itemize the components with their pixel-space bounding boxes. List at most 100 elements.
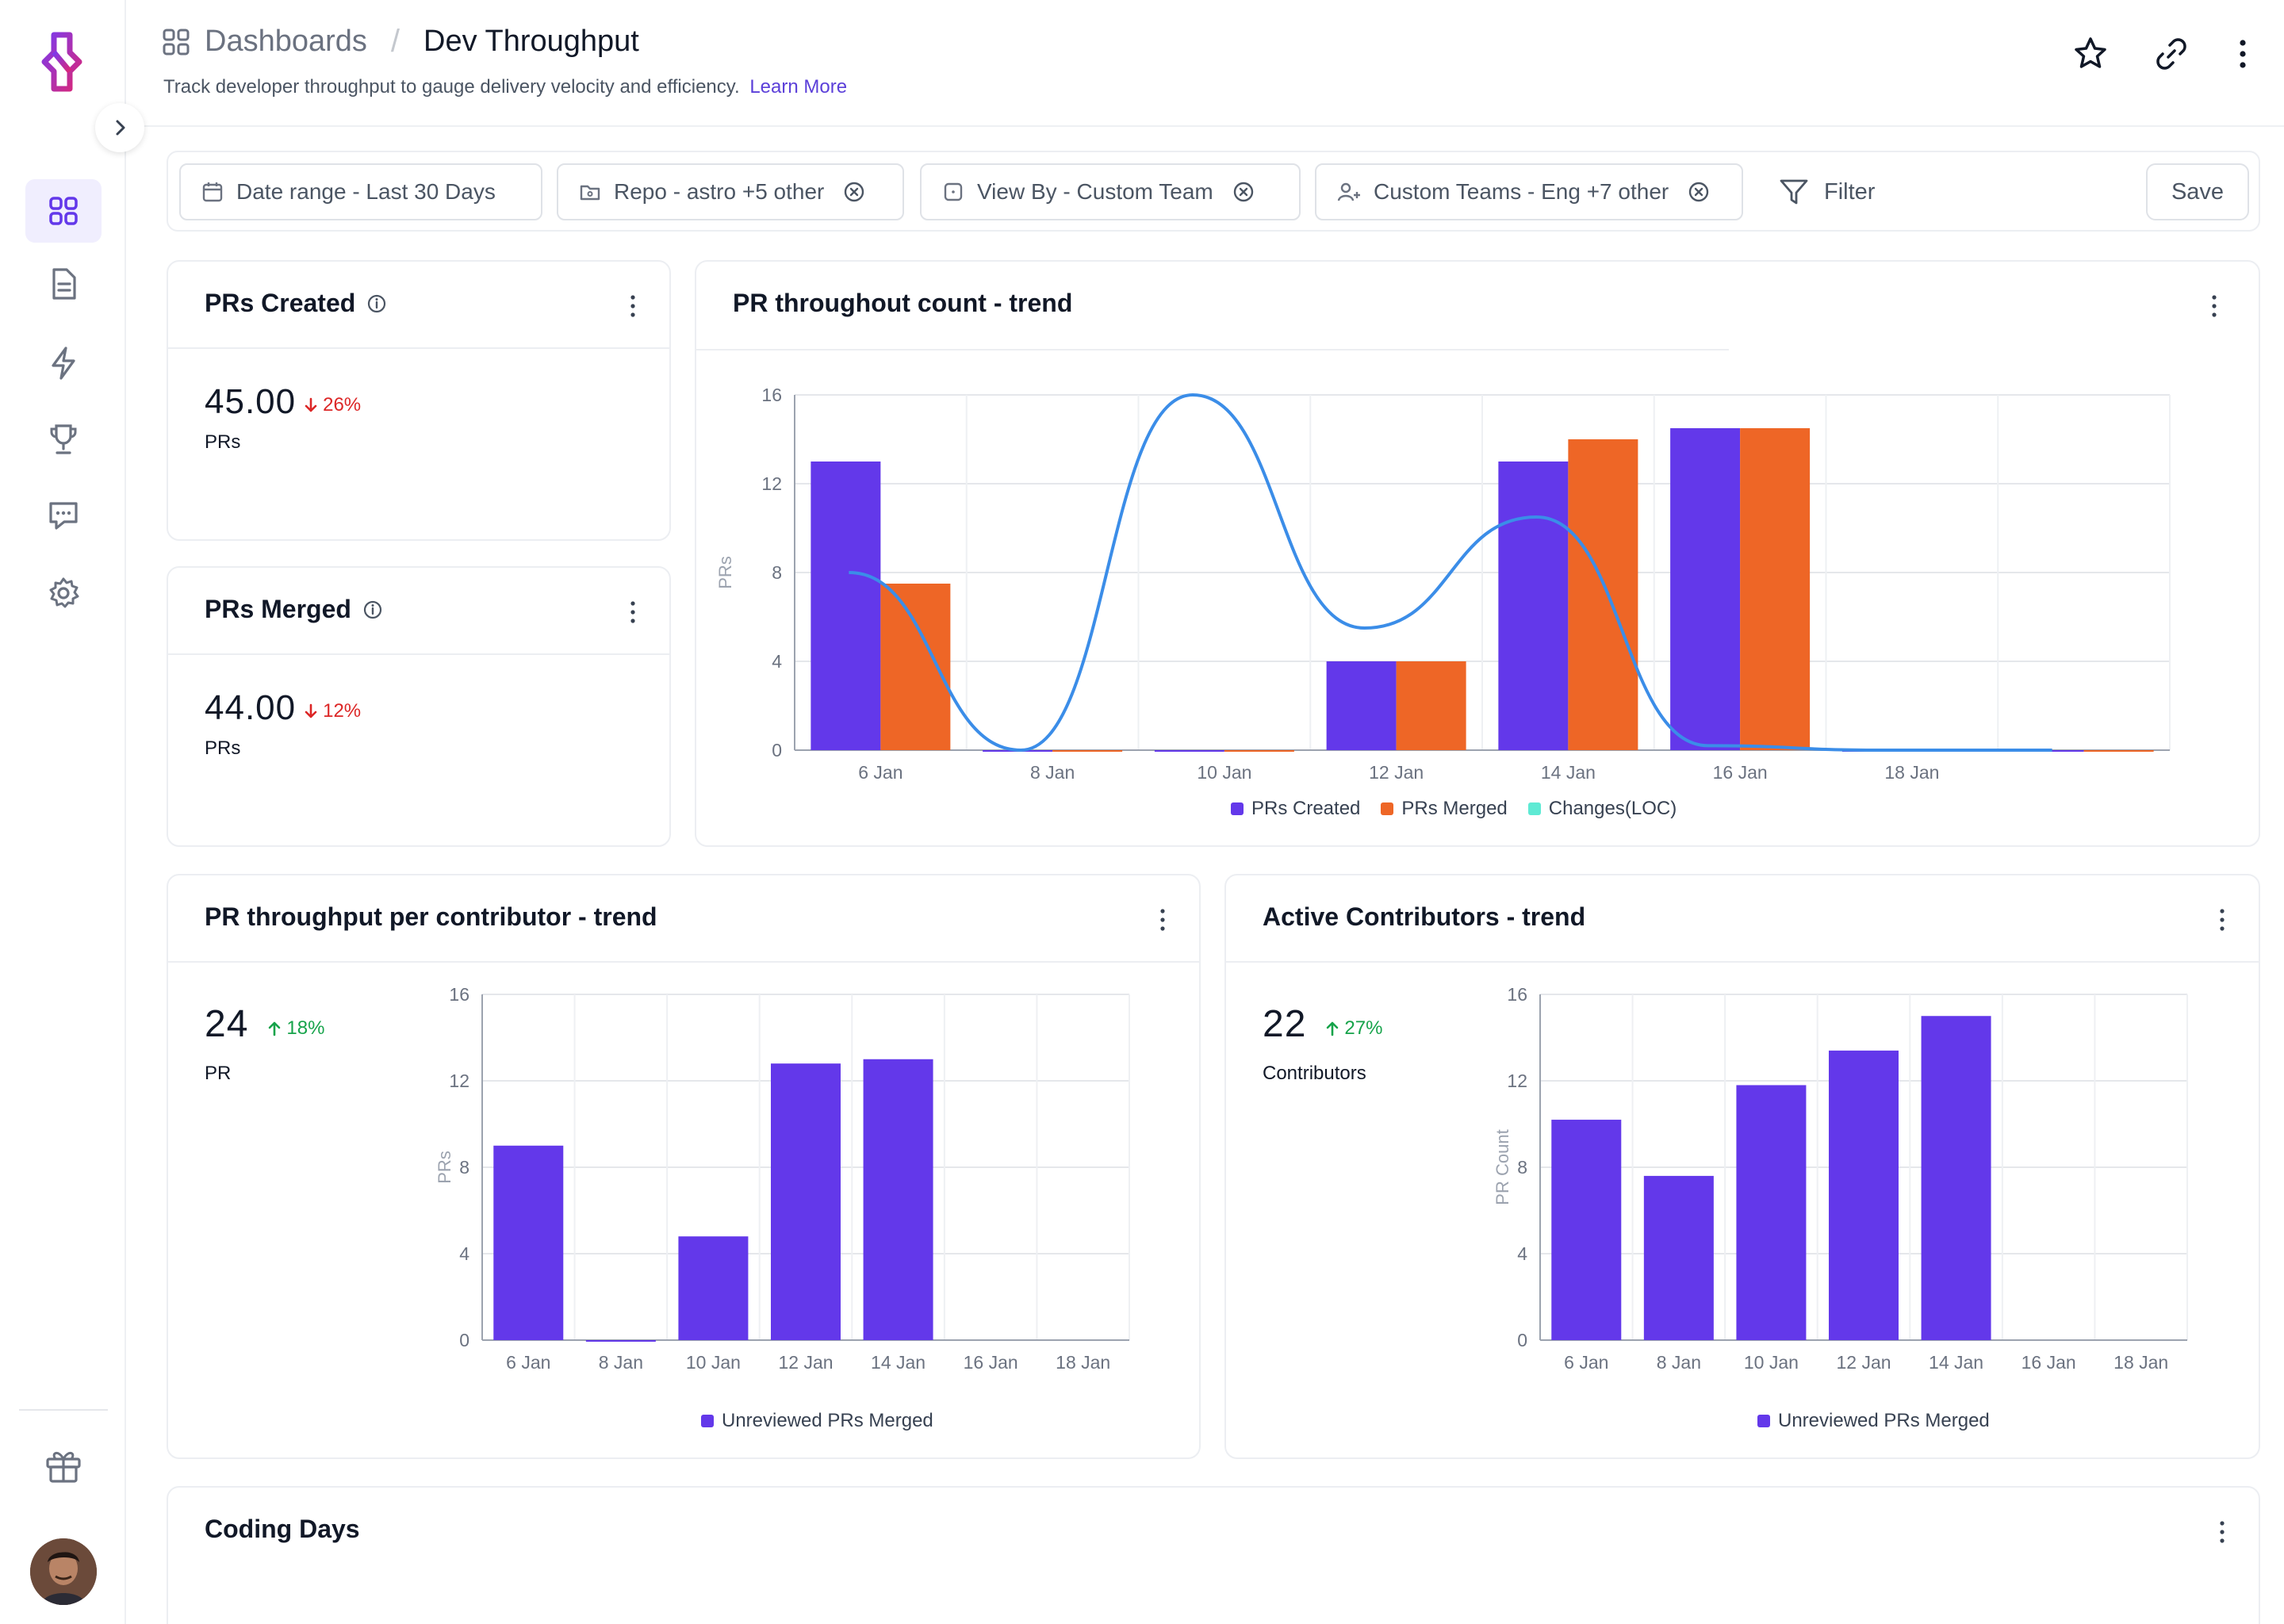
prs-created-unit: PRs [205,431,241,453]
x-tick-label: 8 Jan [599,1352,643,1373]
dashboard-grid-icon [163,29,190,55]
filter-button[interactable]: Filter [1778,163,1875,220]
filter-label: Filter [1824,178,1876,205]
x-tick-label: 18 Jan [1884,762,1939,783]
pr-throughput-trend-card: PR throughout count - trend 0 4 8 12 16 PRs 6 … [695,260,2260,847]
card-title: PRs Created [205,289,387,318]
filter-bar: Date range - Last 30 Days Repo - astro +… [167,151,2260,232]
bar [880,584,951,750]
legend-label: Unreviewed PRs Merged [1778,1410,1990,1431]
date-range-label: Date range - Last 30 Days [236,179,496,204]
prs-merged-value: 44.00 [205,688,297,727]
x-tick-label: 18 Jan [1056,1352,1110,1373]
bar [1396,661,1466,750]
card-menu-icon[interactable] [2217,1519,2227,1545]
y-axis-label: PR Count [1493,1129,1512,1205]
x-tick-label: 6 Jan [1564,1352,1608,1373]
bar [678,1236,749,1340]
clear-icon[interactable] [843,181,865,203]
date-range-chip[interactable]: Date range - Last 30 Days [179,163,542,220]
funnel-icon [1780,179,1808,205]
card-menu-icon[interactable] [628,293,638,319]
card-menu-icon[interactable] [2209,293,2219,319]
save-button[interactable]: Save [2146,163,2249,220]
calendar-icon [202,182,223,202]
bar [771,1063,841,1340]
card-header: Active Contributors - trend [1226,875,2259,963]
bar [1568,439,1638,750]
repo-label: Repo - astro +5 other [614,179,825,204]
per-contributor-delta-value: 18% [286,1017,325,1039]
sidebar-item-settings[interactable] [25,561,102,625]
y-tick-label: 12 [449,1071,469,1091]
legend-label: Unreviewed PRs Merged [722,1410,933,1431]
custom-teams-chip[interactable]: Custom Teams - Eng +7 other [1315,163,1743,220]
sidebar-item-reports[interactable] [25,252,102,316]
sidebar-expand-button[interactable] [95,103,144,152]
info-icon[interactable] [362,599,383,620]
card-header: PRs Merged [168,568,669,655]
series-line [849,393,2052,753]
legend-prs-merged[interactable]: PRs Merged [1381,798,1508,820]
card-menu-icon[interactable] [1158,907,1167,933]
card-menu-icon[interactable] [2217,907,2227,933]
prs-created-card: PRs Created 45.00 26% PRs [167,260,671,541]
gift-icon [46,1452,81,1483]
y-tick-label: 0 [772,740,782,760]
view-by-chip[interactable]: View By - Custom Team [920,163,1301,220]
y-tick-label: 4 [459,1243,469,1264]
prs-merged-card: PRs Merged 44.00 12% PRs [167,566,671,847]
learn-more-link[interactable]: Learn More [749,76,848,98]
per-contributor-delta: 18% [267,1017,324,1040]
sidebar-item-feedback[interactable] [25,484,102,547]
more-options-button[interactable] [2233,35,2252,77]
bar [493,1145,564,1340]
trophy-icon [50,424,77,454]
legend-swatch [1231,802,1244,815]
active-contributors-delta: 27% [1325,1017,1382,1040]
user-avatar[interactable] [30,1538,97,1605]
card-header-divider [696,349,1729,350]
legend-unreviewed-prs-merged[interactable]: Unreviewed PRs Merged [701,1410,933,1432]
arrow-down-icon [305,703,317,718]
page-title: Dev Throughput [423,25,639,58]
pr-per-contributor-title: PR throughput per contributor - trend [205,902,657,931]
dashboard-grid-icon [49,197,78,225]
x-tick-label: 14 Jan [1929,1352,1983,1373]
info-icon[interactable] [366,293,387,314]
sidebar-item-goals[interactable] [25,408,102,471]
per-contributor-chart: 0 4 8 12 16 PRs 6 Jan 8 Jan 10 Jan 12 Jan 14 Jan 16… [435,984,1130,1373]
sidebar-item-activity[interactable] [25,331,102,395]
breadcrumb-dashboards-link[interactable]: Dashboards [205,25,367,58]
copy-link-button[interactable] [2152,35,2190,77]
x-tick-label: 14 Jan [1541,762,1596,783]
bar [1740,428,1811,750]
card-menu-icon[interactable] [628,599,638,625]
arrow-up-icon [269,1021,281,1036]
y-tick-label: 4 [772,651,782,672]
user-plus-icon [1337,182,1360,201]
star-icon [2075,37,2106,68]
favorite-button[interactable] [2071,35,2110,77]
clear-icon[interactable] [1232,181,1255,203]
legend-prs-created[interactable]: PRs Created [1231,798,1360,820]
sidebar-divider [19,1409,108,1411]
gift-button[interactable] [41,1443,86,1492]
active-contributors-unit: Contributors [1263,1063,1366,1084]
sidebar-item-dashboards[interactable] [25,179,102,243]
prs-merged-metric: 44.00 12% [205,688,361,728]
active-contributors-title: Active Contributors - trend [1263,902,1586,931]
legend-changes-loc[interactable]: Changes(LOC) [1527,798,1677,820]
legend-unreviewed-prs-merged[interactable]: Unreviewed PRs Merged [1757,1410,1990,1432]
chat-icon [49,502,78,530]
bar [2083,750,2154,752]
legend-swatch [701,1415,714,1427]
prs-created-delta-value: 26% [323,394,362,416]
pr-throughput-chart: 0 4 8 12 16 PRs 6 Jan 8 Jan 10 Jan 12 Jan 14 Jan 16… [715,385,2171,783]
document-icon [52,268,76,300]
clear-icon[interactable] [1688,181,1710,203]
app-logo[interactable] [30,29,97,95]
legend-swatch [1527,802,1541,815]
bar [1498,462,1569,750]
repo-chip[interactable]: Repo - astro +5 other [557,163,904,220]
